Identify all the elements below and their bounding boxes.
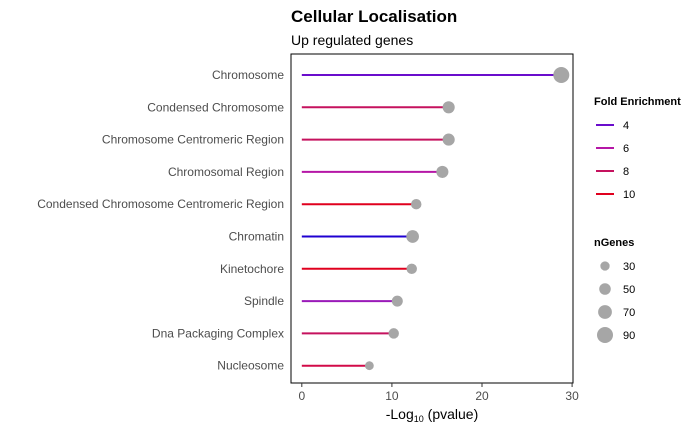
ngenes-key-50 [599,283,611,295]
category-label-chromosome: Chromosome [212,68,284,82]
category-label-chromosome-centromeric-region: Chromosome Centromeric Region [102,133,284,147]
ngenes-label-90: 90 [623,330,635,342]
x-tick-label-20: 20 [475,389,489,403]
fold-enrichment-label-4: 4 [623,120,629,132]
chart-title: Cellular Localisation [291,7,457,26]
x-tick-label-0: 0 [298,389,305,403]
x-axis-title-pre: -Log [386,406,414,422]
ngenes-key-30 [600,261,610,271]
point-condensed-chromosome [442,101,455,114]
x-axis-title-post: (pvalue) [424,406,478,422]
category-label-kinetochore: Kinetochore [220,262,284,276]
point-chromosome [553,67,570,83]
fold-enrichment-label-10: 10 [623,189,635,201]
ngenes-legend-title: nGenes [594,237,634,249]
category-label-chromosomal-region: Chromosomal Region [168,165,284,179]
fold-enrichment-label-8: 8 [623,166,629,178]
ngenes-key-70 [598,305,612,319]
plot-panel [290,53,574,384]
ngenes-label-30: 30 [623,261,635,273]
category-label-condensed-chromosome: Condensed Chromosome [147,100,284,114]
x-axis-title-sub: 10 [414,414,424,424]
fold-enrichment-label-6: 6 [623,143,629,155]
category-label-condensed-chromosome-centromeric-region: Condensed Chromosome Centromeric Region [37,197,284,211]
x-axis-title: -Log10 (pvalue) [386,406,479,424]
x-tick-label-30: 30 [565,389,579,403]
point-kinetochore [406,263,417,275]
lollipop-points [364,67,570,371]
category-label-spindle: Spindle [244,294,284,308]
point-chromosomal-region [436,165,449,178]
category-label-chromatin: Chromatin [229,230,284,244]
category-label-nucleosome: Nucleosome [217,359,284,373]
point-dna-packaging-complex [388,328,399,339]
ngenes-legend: nGenes 30 50 70 90 [594,237,635,343]
point-spindle [391,295,403,307]
x-axis: 0 10 20 30 [298,383,579,403]
chart-subtitle: Up regulated genes [291,32,413,48]
point-nucleosome [364,361,374,371]
ngenes-key-90 [597,327,613,343]
fold-enrichment-legend: Fold Enrichment 4 6 8 10 [594,96,681,201]
lollipop-stems [301,74,562,367]
point-condensed-chromosome-centromeric-region [411,198,422,210]
category-label-dna-packaging-complex: Dna Packaging Complex [152,326,284,340]
ngenes-label-70: 70 [623,307,635,319]
x-tick-label-10: 10 [385,389,399,403]
point-chromosome-centromeric-region [442,133,455,146]
ngenes-label-50: 50 [623,284,635,296]
category-labels: Chromosome Condensed Chromosome Chromosome… [37,68,284,373]
point-chromatin [406,230,419,243]
fold-enrichment-legend-title: Fold Enrichment [594,96,681,108]
